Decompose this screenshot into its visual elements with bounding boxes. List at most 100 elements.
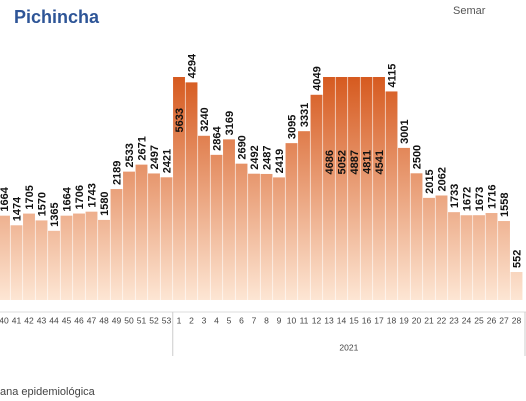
x-tick-label: 45 (62, 315, 72, 325)
bar (373, 77, 385, 300)
bar (110, 189, 123, 300)
x-tick-label: 2 (189, 315, 194, 325)
data-label: 5633 (174, 108, 186, 132)
data-label: 3095 (286, 115, 298, 139)
x-tick-label: 40 (0, 315, 9, 325)
bar (85, 211, 98, 300)
x-tick-label: 21 (424, 315, 434, 325)
x-tick-label: 44 (49, 315, 59, 325)
data-label: 1570 (36, 192, 48, 216)
data-label: 1673 (474, 187, 486, 211)
x-tick-label: 51 (137, 315, 147, 325)
bar (160, 177, 173, 300)
x-tick-label: 43 (37, 315, 47, 325)
data-label: 2497 (149, 145, 161, 169)
bar (285, 143, 298, 300)
x-tick-label: 4 (214, 315, 219, 325)
bar (235, 163, 248, 300)
bar (260, 173, 273, 300)
data-label: 1705 (24, 185, 36, 209)
x-tick-label: 14 (337, 315, 347, 325)
bar (198, 135, 210, 300)
x-axis-title: ana epidemiológica (0, 386, 96, 398)
x-tick-label: 17 (374, 315, 384, 325)
x-tick-label: 20 (412, 315, 422, 325)
x-tick-label: 26 (487, 315, 497, 325)
bar (473, 215, 485, 300)
bar (98, 219, 110, 300)
x-tick-label: 49 (112, 315, 122, 325)
data-label: 4115 (386, 64, 398, 88)
x-tick-label: 52 (149, 315, 159, 325)
x-tick-label: 41 (12, 315, 22, 325)
x-tick-label: 6 (239, 315, 244, 325)
bar (223, 139, 235, 300)
x-tick-label: 47 (87, 315, 97, 325)
bar (448, 212, 460, 300)
x-tick-label: 24 (462, 315, 472, 325)
x-tick-label: 42 (24, 315, 34, 325)
x-tick-label: 15 (349, 315, 359, 325)
x-tick-label: 13 (324, 315, 334, 325)
data-label: 2189 (111, 161, 123, 185)
x-tick-label: 19 (399, 315, 409, 325)
bar (248, 173, 260, 300)
chart-title: Pichincha (14, 7, 100, 27)
subtitle: Semar (453, 5, 486, 17)
bar (173, 77, 185, 300)
data-label: 1365 (49, 202, 61, 226)
bar (148, 173, 160, 300)
x-tick-label: 8 (264, 315, 269, 325)
bar (410, 173, 423, 300)
data-label: 4887 (349, 150, 361, 174)
data-label: 4049 (311, 66, 323, 90)
bar (460, 215, 473, 300)
x-tick-label: 7 (252, 315, 257, 325)
bar (485, 213, 498, 300)
bar (360, 77, 373, 300)
bar (0, 215, 10, 300)
data-label: 2533 (124, 143, 136, 167)
data-label: 1664 (61, 186, 73, 211)
bar (273, 177, 285, 300)
data-label: 2015 (424, 169, 436, 193)
data-label: 2421 (161, 149, 173, 173)
group-label: 2021 (339, 342, 358, 352)
bar (210, 154, 223, 300)
data-label: 2062 (436, 167, 448, 191)
x-tick-label: 11 (300, 315, 309, 325)
x-tick-label: 5 (227, 315, 232, 325)
data-label: 2419 (274, 149, 286, 173)
data-label: 4294 (186, 53, 198, 78)
x-tick-label: 12 (312, 315, 322, 325)
data-label: 1664 (0, 186, 11, 211)
bar (10, 225, 23, 300)
x-tick-label: 3 (202, 315, 207, 325)
bar (398, 147, 410, 300)
data-label: 5052 (336, 150, 348, 174)
data-label: 552 (511, 250, 523, 268)
x-tick-label: 53 (162, 315, 172, 325)
x-tick-label: 46 (74, 315, 84, 325)
data-label: 1706 (74, 185, 86, 209)
x-tick-label: 50 (124, 315, 134, 325)
data-label: 1743 (86, 183, 98, 207)
data-label: 2500 (411, 145, 423, 169)
x-tick-label: 27 (499, 315, 509, 325)
x-tick-label: 10 (287, 315, 297, 325)
data-label: 2487 (261, 145, 273, 169)
data-label: 3169 (224, 111, 236, 135)
bar (323, 77, 335, 300)
bar (435, 195, 448, 300)
bar (498, 221, 510, 300)
data-label: 2671 (136, 136, 148, 160)
bar (35, 220, 48, 300)
bar (185, 82, 198, 300)
data-label: 2690 (236, 135, 248, 159)
bar (135, 164, 148, 300)
data-label: 1716 (486, 185, 498, 209)
x-tick-label: 23 (449, 315, 459, 325)
data-label: 1580 (99, 191, 111, 215)
x-tick-label: 22 (437, 315, 447, 325)
